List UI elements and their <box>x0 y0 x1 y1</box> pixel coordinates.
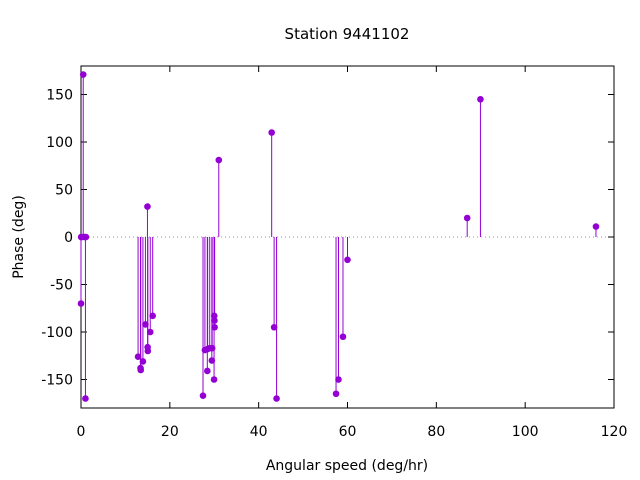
data-point <box>211 317 218 324</box>
y-axis-label: Phase (deg) <box>11 195 27 279</box>
x-tick-label: 20 <box>161 424 179 440</box>
data-point <box>208 357 216 364</box>
y-tick-label: 50 <box>55 183 73 199</box>
data-point <box>144 347 152 355</box>
data-marks <box>77 71 600 402</box>
x-axis-label: Angular speed (deg/hr) <box>266 458 428 474</box>
chart-title: Station 9441102 <box>285 25 410 43</box>
x-tick-label: 0 <box>77 424 86 440</box>
data-point <box>211 323 218 331</box>
y-tick-label: -50 <box>50 278 73 294</box>
data-point <box>463 214 471 222</box>
data-point <box>137 366 145 374</box>
data-point <box>592 223 600 230</box>
data-point <box>210 312 218 320</box>
data-point <box>210 376 218 383</box>
x-tick-label: 40 <box>250 424 268 440</box>
y-tick-label: -150 <box>41 373 73 389</box>
data-point <box>270 323 278 331</box>
data-point <box>79 71 87 78</box>
y-tick-label: 100 <box>46 135 73 151</box>
data-point <box>134 353 142 361</box>
plot-area: 0 20 40 60 80 100 120 -150 -100 -50 0 50 100 150 <box>41 65 627 440</box>
y-tick-label: -100 <box>41 325 73 341</box>
data-point <box>149 312 156 320</box>
data-point <box>332 390 340 398</box>
data-point <box>335 376 342 383</box>
x-tick-label: 60 <box>339 424 357 440</box>
data-point <box>339 333 347 341</box>
x-tick-label: 80 <box>427 424 445 440</box>
x-tick-label: 100 <box>512 424 539 440</box>
data-point <box>268 129 275 136</box>
data-point <box>208 344 216 352</box>
data-point <box>344 256 351 264</box>
data-point <box>204 367 211 375</box>
data-point <box>82 233 90 241</box>
data-point <box>82 395 89 402</box>
data-point <box>273 395 280 402</box>
y-tick-label: 150 <box>46 88 73 104</box>
y-tick-label: 0 <box>64 230 73 246</box>
data-point <box>146 328 154 336</box>
data-point <box>215 156 223 164</box>
data-point <box>139 358 147 365</box>
data-point <box>199 392 207 399</box>
data-point <box>144 203 151 210</box>
chart-title-text: Station 9441102 <box>285 25 410 43</box>
data-point <box>77 300 85 307</box>
x-tick-label: 120 <box>601 424 628 440</box>
data-point <box>142 321 149 328</box>
axis-ticks: 0 20 40 60 80 100 120 -150 -100 -50 0 50 100 150 <box>41 66 627 440</box>
data-point <box>477 95 484 103</box>
